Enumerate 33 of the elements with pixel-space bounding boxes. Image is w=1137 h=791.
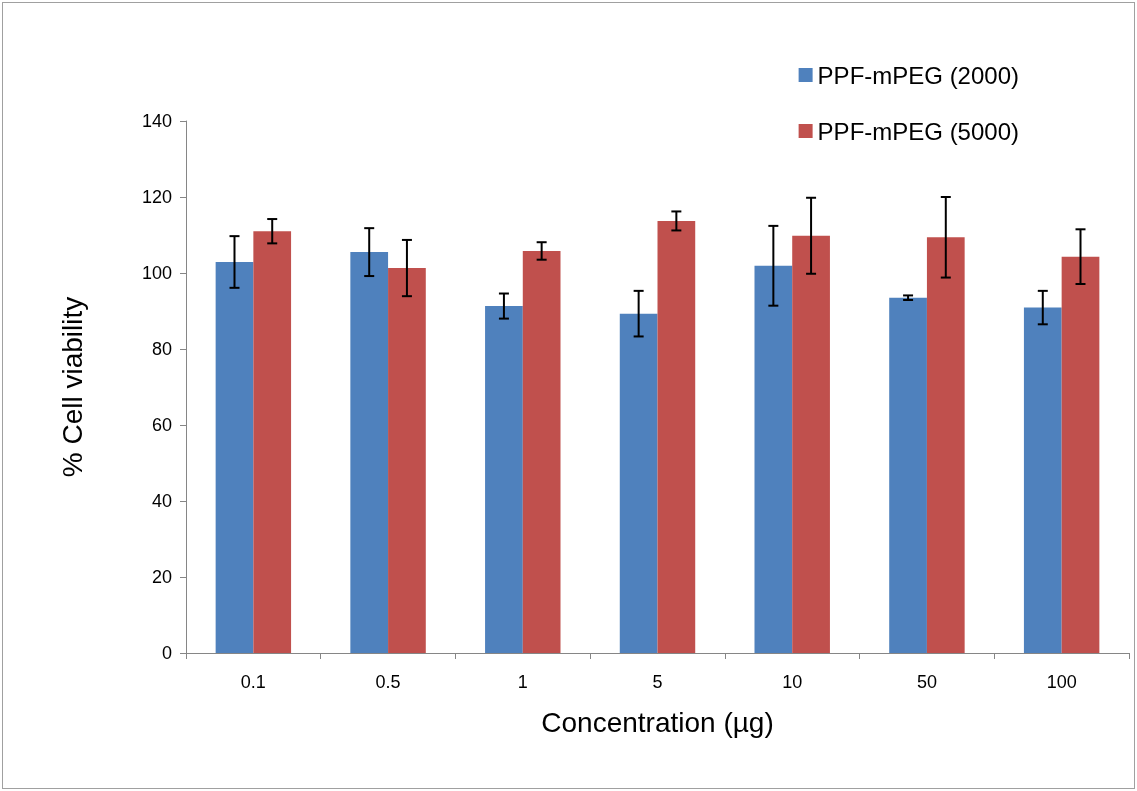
bar — [754, 265, 793, 653]
bar — [792, 235, 830, 653]
bar — [926, 237, 965, 653]
y-tick-label: 20 — [151, 567, 172, 587]
bar — [1061, 256, 1100, 653]
y-tick-label: 100 — [141, 263, 172, 283]
x-tick-label: 0.5 — [375, 672, 401, 692]
y-tick-label: 140 — [141, 111, 172, 131]
x-tick-label: 100 — [1046, 672, 1077, 692]
legend-label: PPF-mPEG (2000) — [817, 61, 1019, 89]
bar — [485, 306, 523, 653]
y-tick-label: 0 — [161, 643, 172, 663]
x-tick-label: 0.1 — [240, 672, 266, 692]
x-tick-label: 10 — [782, 672, 803, 692]
bar — [619, 313, 658, 653]
bar — [350, 252, 389, 653]
bar — [388, 268, 426, 653]
y-tick-label: 120 — [141, 187, 172, 207]
bar — [215, 261, 254, 653]
y-tick-label: 60 — [151, 415, 172, 435]
y-axis-title: % Cell viability — [56, 296, 88, 478]
y-tick-label: 80 — [151, 339, 172, 359]
bar — [522, 250, 561, 653]
legend-label: PPF-mPEG (5000) — [817, 117, 1019, 145]
x-axis-title: Concentration (µg) — [541, 706, 774, 738]
x-tick-label: 1 — [517, 672, 528, 692]
bar — [657, 220, 696, 653]
bar — [1023, 307, 1062, 653]
y-tick-label: 40 — [151, 491, 172, 511]
bar — [889, 297, 927, 653]
x-tick-label: 50 — [916, 672, 937, 692]
bar — [253, 231, 292, 653]
x-tick-label: 5 — [652, 672, 663, 692]
